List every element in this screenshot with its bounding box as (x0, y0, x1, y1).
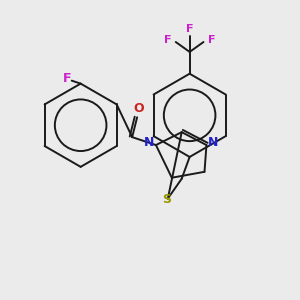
Text: N: N (144, 136, 154, 148)
Text: S: S (162, 193, 171, 206)
Text: F: F (186, 24, 194, 34)
Text: F: F (208, 35, 215, 45)
Text: F: F (164, 35, 172, 45)
Text: F: F (62, 72, 71, 85)
Text: O: O (134, 102, 144, 115)
Text: N: N (208, 136, 219, 148)
